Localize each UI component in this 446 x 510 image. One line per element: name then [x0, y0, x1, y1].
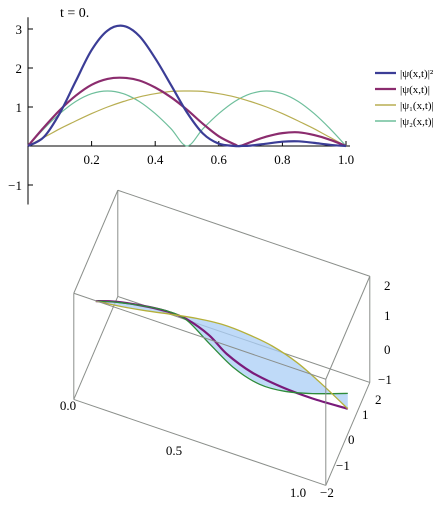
legend-label: |ψ(x,t)|²	[400, 68, 434, 80]
vertical-tick-label-3d: 0	[384, 342, 391, 357]
curve-3d-3	[95, 300, 349, 410]
y-tick-label: −1	[8, 178, 22, 193]
vertical-tick-label-3d: 1	[384, 308, 391, 323]
legend-label: |ψ₂(x,t)|	[400, 116, 434, 128]
legend: |ψ(x,t)|² |ψ(x,t)| |ψ₁(x,t)| |ψ₂(x,t)|	[375, 68, 434, 128]
y-tick-label: 1	[16, 100, 23, 115]
box-edge	[325, 382, 371, 486]
box-edge	[73, 296, 119, 400]
ticks: 0.2 0.4 0.6 0.8 1.0 −1 1 2 3	[8, 22, 354, 193]
series-line-1	[27, 24, 347, 148]
depth-tick-label-3d: −2	[320, 485, 334, 500]
series-line-4	[27, 90, 347, 147]
vertical-tick-label-3d: −1	[378, 372, 392, 387]
depth-tick-label-3d: 1	[362, 407, 369, 422]
vertical-tick-label-3d: 2	[384, 278, 391, 293]
box-edge	[325, 276, 371, 380]
box-back-edges	[73, 189, 370, 400]
y-tick-label: 2	[16, 61, 23, 76]
box-front-edges	[73, 276, 371, 486]
series-line-2	[27, 76, 347, 148]
x-tick-label-3d: 0.5	[166, 443, 182, 458]
x-tick-label: 0.4	[147, 152, 164, 167]
x-tick-label: 1.0	[338, 152, 354, 167]
box-edge	[117, 189, 370, 277]
box-edge	[73, 292, 326, 380]
series-group	[27, 24, 347, 148]
x-tick-label: 0.2	[83, 152, 99, 167]
x-tick-label: 0.6	[211, 152, 228, 167]
x-tick-label: 0.8	[274, 152, 290, 167]
time-label: t = 0.	[60, 6, 89, 21]
x-tick-label-3d: 1.0	[290, 485, 306, 500]
legend-label: |ψ(x,t)|	[400, 84, 430, 96]
box-edge	[73, 190, 119, 294]
legend-label: |ψ₁(x,t)|	[400, 100, 434, 112]
box-edge	[73, 398, 326, 486]
curve-3d-2	[95, 300, 348, 395]
depth-tick-label-3d: −1	[336, 458, 350, 473]
surface	[95, 301, 348, 409]
series-line-3	[27, 90, 347, 147]
depth-tick-label-3d: 2	[375, 392, 382, 407]
y-tick-label: 3	[16, 22, 23, 37]
curves-3d	[95, 300, 349, 410]
depth-tick-label-3d: 0	[348, 432, 355, 447]
line-chart: 0.2 0.4 0.6 0.8 1.0 −1 1 2 3 t = 0.	[8, 6, 354, 205]
x-tick-label-3d: 0.0	[60, 398, 76, 413]
